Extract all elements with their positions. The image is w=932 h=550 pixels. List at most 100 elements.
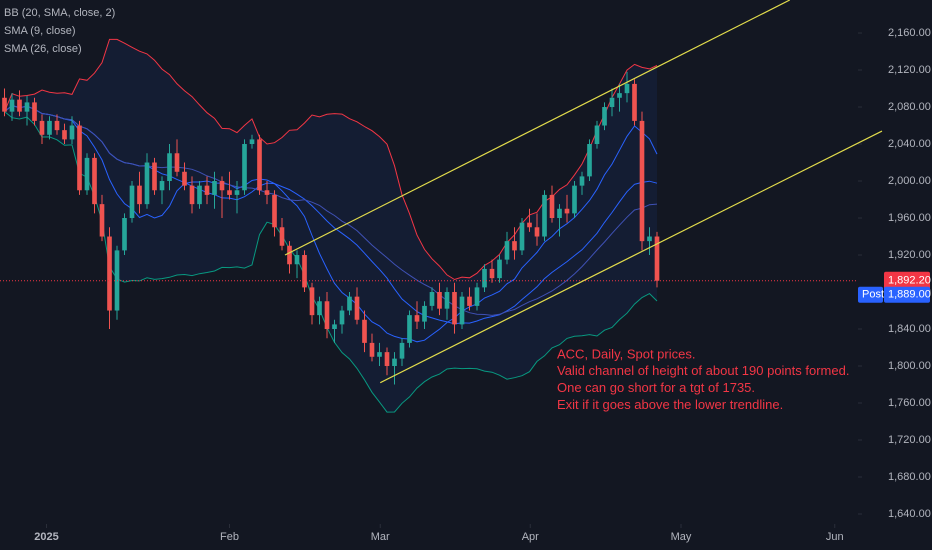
candle-body (302, 255, 307, 288)
candle-body (324, 301, 330, 330)
candle-body (489, 268, 495, 279)
x-tick-label: 2025 (34, 531, 58, 543)
y-tick-label: 2,080.00 (888, 101, 931, 113)
candle-body (17, 99, 22, 112)
candle-body (579, 176, 585, 186)
y-tick-label: 1,960.00 (888, 212, 931, 224)
candle-body (534, 227, 540, 237)
post-price-box (884, 286, 930, 303)
candle-body (219, 181, 225, 191)
y-tick-label: 2,040.00 (888, 138, 931, 150)
candle-body (632, 83, 637, 121)
candle-body (159, 181, 165, 191)
candle-body (249, 139, 255, 145)
candle-body (384, 352, 390, 367)
candle-body (62, 130, 67, 140)
candle-body (654, 236, 660, 281)
last-price-box (884, 271, 930, 290)
y-tick-label: 2,000.00 (888, 175, 931, 187)
candle-body (2, 97, 7, 112)
sma-line (4, 105, 658, 343)
candle-body (504, 241, 510, 260)
x-tick-label: Feb (220, 531, 239, 543)
candle-body (564, 208, 570, 214)
trendline (284, 0, 791, 256)
y-tick-label: 1,680.00 (888, 471, 931, 483)
legend-item[interactable]: SMA (26, close) (4, 43, 82, 55)
candle-body (369, 342, 375, 357)
candle-body (444, 292, 450, 309)
candle-body (392, 358, 397, 367)
candle-body (279, 227, 285, 246)
candle-body (99, 204, 105, 237)
candle-body (519, 222, 525, 251)
candle-body (144, 162, 150, 205)
bb-upper (4, 38, 658, 281)
candle-body (459, 296, 465, 325)
candle-body (609, 97, 615, 108)
candle-body (572, 185, 577, 214)
candle-body (309, 287, 315, 316)
candle-body (347, 296, 352, 311)
candle-body (482, 268, 487, 288)
candle-body (332, 324, 337, 330)
candle-body (54, 120, 60, 131)
candle-body (602, 107, 607, 126)
candle-body (272, 194, 277, 228)
x-tick-label: May (671, 531, 692, 543)
annotation-line: ACC, Daily, Spot prices. (557, 346, 695, 361)
candle-body (257, 139, 262, 191)
sma-line (4, 105, 658, 316)
x-tick-label: Apr (522, 531, 539, 543)
y-tick-label: 1,840.00 (888, 323, 931, 335)
candle-body (399, 342, 405, 359)
candle-body (152, 162, 157, 191)
candle-body (47, 120, 52, 135)
candle-body (542, 194, 547, 237)
candle-body (422, 305, 427, 322)
candle-body (557, 208, 562, 219)
annotation-line: Exit if it goes above the lower trendlin… (557, 397, 783, 412)
y-tick-label: 2,120.00 (888, 64, 931, 76)
x-tick-label: Mar (371, 531, 390, 543)
candle-body (242, 144, 247, 191)
candle-body (429, 292, 435, 306)
candle-body (129, 185, 135, 219)
annotation-line: One can go short for a tgt of 1735. (557, 380, 755, 395)
post-tag: Post (862, 289, 884, 301)
candle-body (24, 102, 30, 112)
candle-body (594, 125, 600, 145)
candle-body (212, 181, 217, 195)
candle-body (32, 102, 37, 121)
candle-body (264, 190, 270, 195)
candle-body (84, 157, 90, 191)
candle-body (182, 171, 187, 186)
candle-body (234, 190, 240, 195)
candle-body (317, 301, 322, 316)
candle-body (474, 287, 480, 306)
candle-body (512, 241, 517, 251)
candle-body (107, 236, 112, 311)
candle-body (497, 259, 502, 279)
legend-item[interactable]: SMA (9, close) (4, 25, 76, 37)
bb-lower (4, 111, 658, 413)
candle-body (377, 352, 382, 357)
candle-body (137, 185, 142, 205)
y-tick-label: 1,920.00 (888, 249, 931, 261)
post-tag-box (858, 286, 883, 303)
candle-body (227, 190, 232, 195)
y-tick-label: 2,160.00 (888, 27, 931, 39)
candle-body (549, 194, 555, 219)
candle-body (467, 296, 472, 306)
candle-body (197, 185, 202, 205)
candle-body (617, 93, 622, 98)
candle-body (639, 120, 645, 242)
y-tick-label: 1,640.00 (888, 508, 931, 520)
candle-body (189, 185, 195, 205)
candle-body (204, 185, 210, 195)
annotation-line: Valid channel of height of about 190 poi… (557, 363, 849, 378)
candle-body (527, 222, 532, 228)
legend-item[interactable]: BB (20, SMA, close, 2) (4, 7, 115, 19)
candle-body (354, 296, 360, 320)
